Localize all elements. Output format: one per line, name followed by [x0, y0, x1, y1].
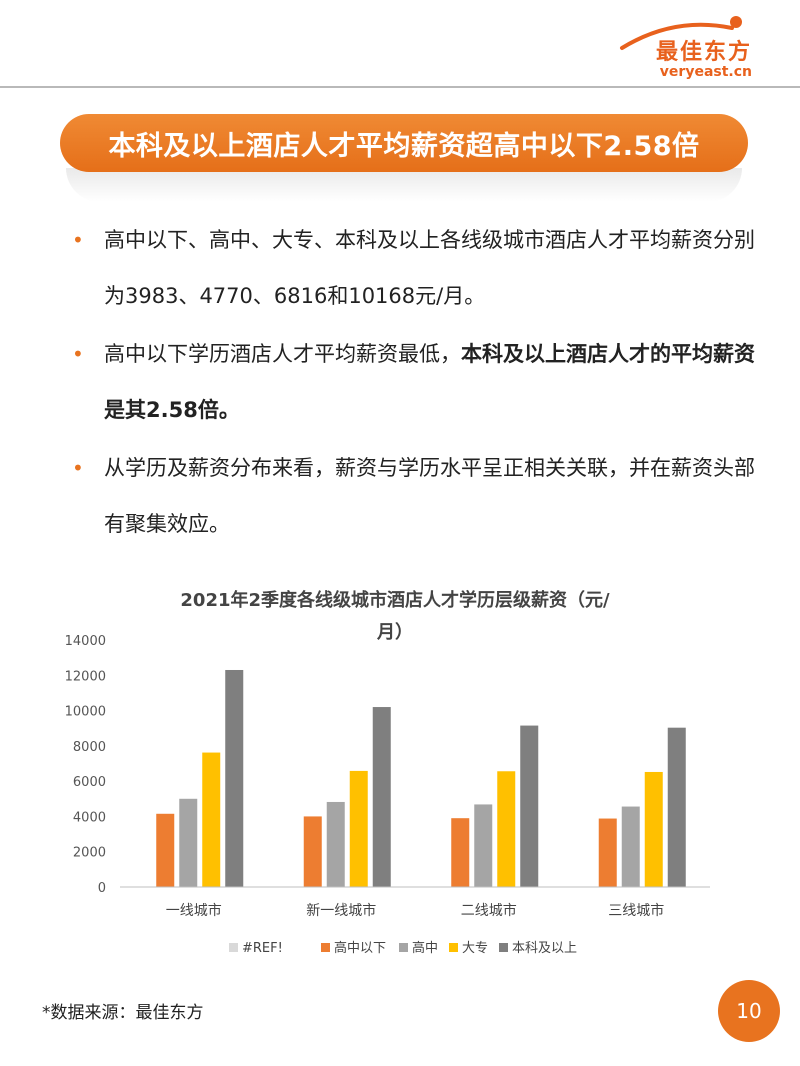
bar-3-3	[497, 771, 516, 887]
legend-swatch	[499, 943, 508, 952]
header-divider	[0, 86, 800, 88]
chart-legend: #REF! 高中以下 高中 大专 本科及以上	[229, 940, 577, 956]
y-tick-label: 2000	[73, 846, 106, 861]
logo-arc-icon	[620, 16, 742, 50]
bullet-dot-icon: •	[72, 228, 84, 252]
legend-swatch	[229, 943, 238, 952]
bar-1-3	[202, 752, 221, 887]
bar-3-1	[451, 818, 470, 887]
x-tick-label: 二线城市	[461, 902, 517, 919]
y-tick-label: 4000	[73, 810, 106, 825]
legend-label: 本科及以上	[512, 941, 577, 956]
page-number: 10	[718, 980, 780, 1042]
bullet-item: • 高中以下、高中、大专、本科及以上各线级城市酒店人才平均薪资分别为3983、4…	[72, 212, 762, 324]
bullet-item: • 从学历及薪资分布来看，薪资与学历水平呈正相关关联，并在薪资头部有聚集效应。	[72, 440, 762, 552]
bullet-text: 高中以下学历酒店人才平均薪资最低，	[104, 342, 461, 366]
bullet-text: 从学历及薪资分布来看，薪资与学历水平呈正相关关联，并在薪资头部有聚集效应。	[104, 456, 755, 536]
legend-label: 大专	[462, 941, 488, 956]
legend-label: 高中以下	[334, 940, 386, 956]
logo-english-text: veryeast.cn	[659, 64, 752, 80]
bullet-text: 高中以下、高中、大专、本科及以上各线级城市酒店人才平均薪资分别为3983、477…	[104, 228, 755, 308]
legend-swatch	[449, 943, 458, 952]
bar-4-2	[621, 806, 640, 887]
x-tick-label: 三线城市	[608, 902, 664, 919]
chart-title-line1: 2021年2季度各线级城市酒店人才学历层级薪资（元/	[180, 589, 610, 611]
bar-2-2	[326, 801, 345, 887]
y-tick-label: 14000	[65, 634, 106, 649]
brand-logo: 最佳东方 veryeast.cn	[620, 14, 752, 80]
legend-label: 高中	[412, 940, 438, 956]
bar-4-1	[598, 818, 617, 887]
bullet-dot-icon: •	[72, 456, 84, 480]
logo-chinese-text: 最佳东方	[655, 40, 752, 65]
y-tick-label: 8000	[73, 740, 106, 755]
y-tick-label: 12000	[65, 669, 106, 684]
legend-label: #REF!	[242, 941, 283, 956]
y-axis: 0 2000 4000 6000 8000 10000 12000 14000	[65, 634, 106, 896]
bar-1-1	[156, 813, 175, 887]
y-tick-label: 0	[98, 881, 106, 896]
x-axis: 一线城市 新一线城市 二线城市 三线城市	[120, 886, 710, 919]
x-tick-label: 新一线城市	[306, 902, 376, 919]
y-tick-label: 10000	[65, 705, 106, 720]
data-source-note: *数据来源：最佳东方	[42, 1003, 204, 1023]
bullet-text-bold: 本科及以上酒店人才的平均薪资是其2.58倍。	[104, 342, 755, 422]
salary-bar-chart: 2021年2季度各线级城市酒店人才学历层级薪资（元/ 月） 0 2000 4000 6…	[65, 589, 710, 956]
bar-3-2	[474, 804, 493, 887]
banner-title: 本科及以上酒店人才平均薪资超高中以下2.58倍	[60, 114, 748, 172]
x-tick-label: 一线城市	[166, 902, 222, 919]
bar-4-4	[667, 727, 686, 887]
legend-swatch	[321, 943, 330, 952]
bar-2-3	[349, 770, 368, 887]
bar-4-3	[644, 771, 663, 887]
bar-3-4	[520, 725, 539, 887]
bullet-item: • 高中以下学历酒店人才平均薪资最低，本科及以上酒店人才的平均薪资是其2.58倍…	[72, 326, 762, 438]
bullet-list: • 高中以下、高中、大专、本科及以上各线级城市酒店人才平均薪资分别为3983、4…	[72, 212, 762, 554]
y-tick-label: 6000	[73, 775, 106, 790]
bar-1-4	[225, 669, 244, 887]
bar-2-1	[303, 816, 322, 887]
legend-swatch	[399, 943, 408, 952]
banner-shadow	[66, 168, 742, 202]
bar-group	[156, 669, 686, 887]
bar-1-2	[179, 798, 198, 887]
chart-title-line2: 月）	[376, 622, 413, 643]
bullet-dot-icon: •	[72, 342, 84, 366]
bar-2-4	[372, 707, 391, 887]
